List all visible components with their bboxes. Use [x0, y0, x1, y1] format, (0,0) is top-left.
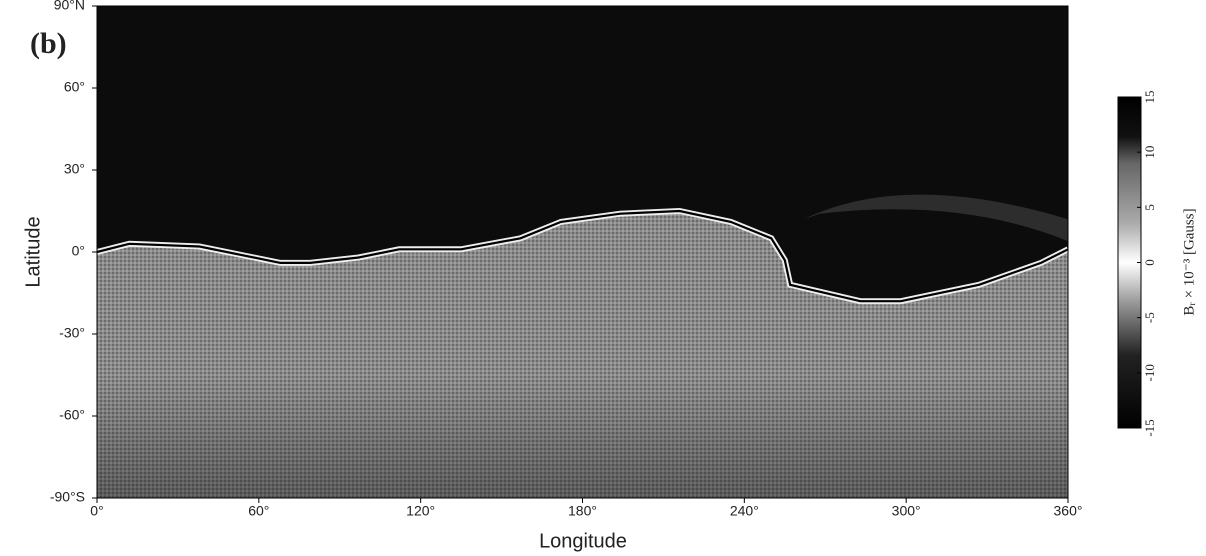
y-tick-label: 0°: [72, 243, 85, 259]
y-tick-label: 30°: [64, 161, 85, 177]
colorbar-tick-label: -5: [1142, 312, 1157, 323]
colorbar-tick-label: -10: [1142, 364, 1157, 381]
x-axis-title: Longitude: [539, 530, 627, 552]
x-tick-label: 0°: [90, 503, 103, 519]
colorbar-label: Bᵣ × 10⁻³ [Gauss]: [1181, 208, 1197, 315]
field-belt: [803, 194, 1068, 242]
x-tick-label: 120°: [406, 503, 435, 519]
y-tick-label: -90°S: [50, 489, 85, 505]
panel-label: (b): [30, 27, 67, 60]
y-tick-label: -60°: [59, 407, 85, 423]
colorbar-tick-label: -15: [1142, 419, 1157, 436]
y-tick-label: 60°: [64, 79, 85, 95]
x-tick-label: 180°: [568, 503, 597, 519]
neutral-line: [96, 209, 1069, 303]
colorbar-tick-label: 0: [1142, 259, 1157, 266]
field-north: [97, 6, 1068, 302]
y-tick-label: 90°N: [54, 0, 85, 13]
y-axis-title: Latitude: [22, 216, 44, 287]
x-tick-label: 300°: [892, 503, 921, 519]
field-south-dark: [97, 375, 1068, 498]
colorbar-tick-label: 15: [1142, 91, 1157, 104]
x-tick-label: 360°: [1054, 503, 1083, 519]
colorbar-tick-label: 10: [1142, 146, 1157, 159]
colorbar-tick-label: 5: [1142, 204, 1157, 211]
x-tick-label: 60°: [248, 503, 269, 519]
x-tick-label: 240°: [730, 503, 759, 519]
y-tick-label: -30°: [59, 325, 85, 341]
